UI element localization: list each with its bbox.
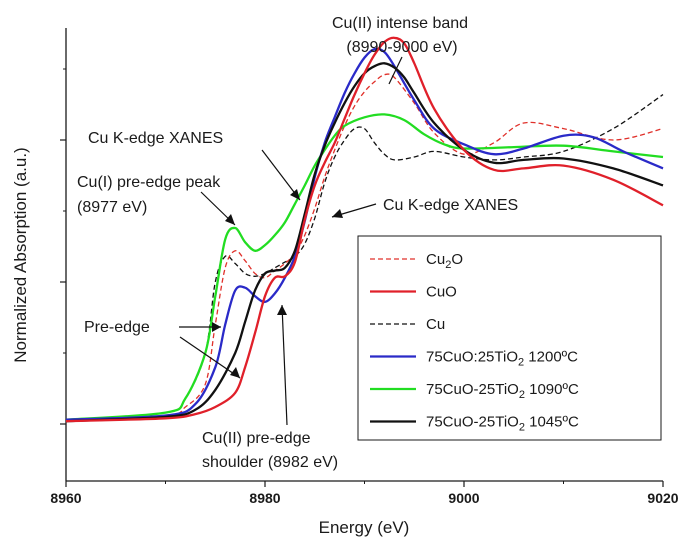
annotation-arrow bbox=[281, 304, 288, 426]
legend-label: 75CuO:25TiO2 1200ºC bbox=[426, 349, 578, 369]
legend-label: CuO bbox=[426, 284, 457, 301]
series-layer bbox=[65, 36, 664, 423]
annotation-cu1-peak-line1: Cu(I) pre-edge peak bbox=[77, 174, 221, 191]
annotation-cu2-band-line2: (8990-9000 eV) bbox=[346, 39, 457, 56]
legend: Cu2O CuO Cu 75CuO:25TiO2 1200ºC 75CuO-25TiO2… bbox=[357, 235, 662, 441]
annotation-xanes-left: Cu K-edge XANES bbox=[88, 130, 223, 147]
annotation-arrowhead bbox=[332, 209, 343, 218]
annotation-cu2-shoulder-line2: shoulder (8982 eV) bbox=[202, 454, 338, 471]
annotations: Cu(II) intense band (8990-9000 eV) Cu K-… bbox=[77, 15, 518, 471]
x-ticks: 8960 8980 9000 9020 bbox=[50, 481, 679, 506]
annotation-arrowhead bbox=[212, 322, 221, 332]
series-line bbox=[65, 73, 664, 421]
annotation-cu2-band-line1: Cu(II) intense band bbox=[332, 15, 468, 32]
legend-label: 75CuO-25TiO2 1090ºC bbox=[426, 381, 579, 401]
annotation-cu2-shoulder-line1: Cu(II) pre-edge bbox=[202, 430, 311, 447]
x-tick-label: 8960 bbox=[50, 490, 81, 506]
legend-label: Cu bbox=[426, 316, 445, 333]
x-tick-label: 9000 bbox=[448, 490, 479, 506]
x-tick-label: 8980 bbox=[249, 490, 280, 506]
axes: 8960 8980 9000 9020 bbox=[50, 28, 679, 506]
annotation-xanes-right: Cu K-edge XANES bbox=[383, 197, 518, 214]
series-line bbox=[65, 94, 664, 421]
annotation-arrowhead bbox=[277, 305, 287, 315]
y-ticks bbox=[60, 68, 66, 425]
annotation-arrow bbox=[179, 336, 241, 379]
series-line bbox=[65, 113, 664, 421]
annotation-pre-edge: Pre-edge bbox=[84, 319, 150, 336]
legend-label: Cu2O bbox=[426, 251, 463, 271]
x-tick-label: 9020 bbox=[647, 490, 678, 506]
annotation-arrowhead bbox=[230, 367, 240, 378]
series-line bbox=[65, 47, 664, 421]
annotation-arrowhead bbox=[290, 189, 300, 200]
legend-label: 75CuO-25TiO2 1045ºC bbox=[426, 414, 579, 434]
annotation-cu1-peak-line2: (8977 eV) bbox=[77, 199, 147, 216]
annotation-arrow bbox=[388, 56, 403, 85]
x-axis-title: Energy (eV) bbox=[319, 518, 410, 537]
y-axis-title: Normalized Absorption (a.u.) bbox=[11, 147, 30, 362]
series-line bbox=[65, 36, 664, 423]
annotation-arrowhead bbox=[225, 214, 235, 225]
legend-items: Cu2O CuO Cu 75CuO:25TiO2 1200ºC 75CuO-25TiO2… bbox=[370, 251, 579, 434]
legend-box bbox=[357, 235, 662, 441]
annotation-arrow bbox=[261, 149, 301, 201]
